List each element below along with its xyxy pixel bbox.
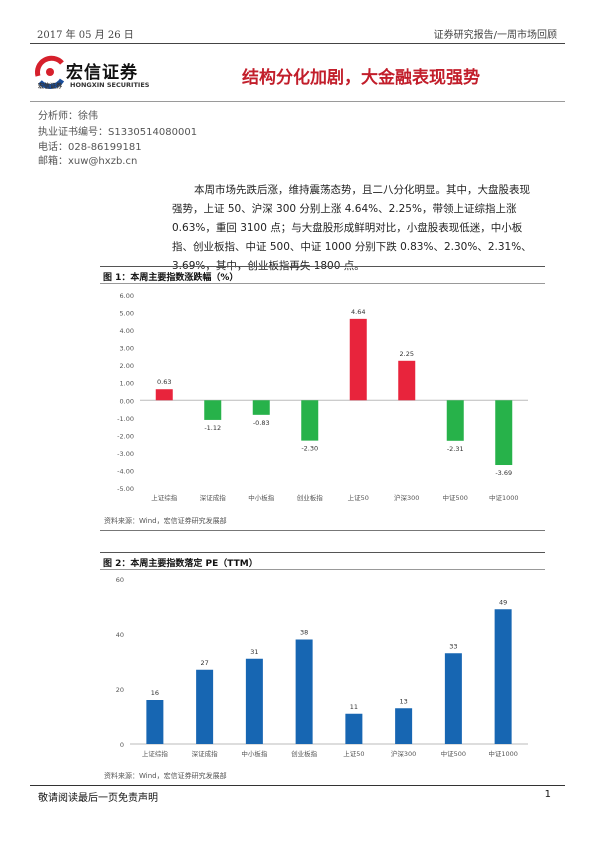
company-logo-icon bbox=[35, 55, 65, 89]
fig1-ytick-label: -5.00 bbox=[117, 485, 134, 493]
fig1-bar bbox=[301, 400, 319, 441]
fig2-category-label: 深证成指 bbox=[192, 749, 219, 758]
fig2-category-label: 沪深300 bbox=[391, 749, 416, 758]
fig1-ytick-label: -4.00 bbox=[117, 467, 134, 475]
company-name: 宏信证券 bbox=[66, 63, 138, 83]
fig1-ytick-label: 2.00 bbox=[120, 362, 134, 370]
fig2-value-label: 31 bbox=[250, 648, 258, 656]
fig1-ytick-label: 3.00 bbox=[120, 345, 134, 353]
company-english-name: HONGXIN SECURITIES bbox=[70, 81, 150, 89]
fig1-ytick-label: -1.00 bbox=[117, 415, 134, 423]
company-sub-name: 宏信证券 bbox=[38, 83, 63, 90]
fig1-ytick-label: -3.00 bbox=[117, 450, 134, 458]
fig2-category-label: 中证1000 bbox=[488, 749, 518, 758]
fig2-value-label: 27 bbox=[200, 659, 208, 667]
figure1-caption: 图 1：本周主要指数涨跌幅（%） bbox=[103, 273, 239, 283]
report-date: 2017 年 05 月 26 日 bbox=[37, 30, 134, 41]
fig2-bar bbox=[196, 669, 214, 744]
fig2-value-label: 13 bbox=[399, 697, 407, 705]
fig1-bar bbox=[252, 400, 270, 415]
fig2-ytick-label: 60 bbox=[116, 576, 124, 584]
fig1-ytick-label: 0.00 bbox=[120, 397, 134, 405]
figure1-source: 资料来源：Wind，宏信证券研究发展部 bbox=[104, 517, 227, 525]
fig2-category-label: 上证50 bbox=[343, 749, 364, 758]
fig2-category-label: 上证综指 bbox=[142, 749, 169, 758]
fig2-value-label: 38 bbox=[300, 629, 308, 637]
fig1-ytick-label: 6.00 bbox=[120, 292, 134, 300]
analyst-license: 执业证书编号：S1330514080001 bbox=[38, 127, 198, 138]
report-series: 证券研究报告/一周市场回顾 bbox=[433, 30, 557, 41]
fig1-category-label: 中证500 bbox=[443, 493, 468, 502]
fig1-value-label: -2.31 bbox=[447, 445, 464, 453]
fig2-value-label: 11 bbox=[350, 703, 358, 711]
figure2-top-rule bbox=[100, 552, 545, 553]
fig1-category-label: 创业板指 bbox=[297, 493, 324, 502]
fig2-ytick-label: 20 bbox=[116, 686, 124, 694]
figure1-bar-chart: 6.00 5.00 4.00 3.00 2.00 1.00 0.00 -1.00 -2.00 -3… bbox=[117, 292, 528, 502]
figure1-top-rule bbox=[100, 266, 545, 267]
fig2-category-label: 中证500 bbox=[441, 749, 466, 758]
fig1-category-label: 上证综指 bbox=[151, 493, 178, 502]
fig1-category-label: 上证50 bbox=[348, 493, 369, 502]
fig1-ytick-label: 4.00 bbox=[120, 327, 134, 335]
footer-divider bbox=[30, 785, 565, 786]
fig1-bar bbox=[155, 389, 173, 401]
fig2-value-label: 16 bbox=[151, 689, 159, 697]
fig1-category-label: 沪深300 bbox=[394, 493, 419, 502]
figure1-caption-rule bbox=[100, 283, 545, 284]
fig1-bar bbox=[446, 400, 464, 441]
fig1-category-label: 中小板指 bbox=[248, 493, 275, 502]
fig1-category-label: 中证1000 bbox=[489, 493, 519, 502]
analyst-name: 分析师：徐伟 bbox=[38, 111, 98, 122]
figure2-bar-chart: 60 40 20 0 16 上证综指 27 深证成指 31 中小板指 38 创业板指 11 上证50 13 沪… bbox=[116, 576, 528, 758]
fig1-value-label: 2.25 bbox=[400, 350, 414, 358]
fig1-value-label: -0.83 bbox=[253, 419, 270, 427]
title-divider bbox=[30, 101, 565, 102]
fig2-value-label: 49 bbox=[499, 598, 507, 606]
fig1-ytick-label: -2.00 bbox=[117, 432, 134, 440]
fig2-ytick-label: 0 bbox=[120, 741, 124, 749]
fig1-bar bbox=[495, 400, 513, 466]
fig1-bar bbox=[349, 318, 367, 401]
fig1-value-label: -1.12 bbox=[204, 424, 221, 432]
fig2-ytick-label: 40 bbox=[116, 631, 124, 639]
fig1-bar bbox=[398, 360, 416, 401]
fig2-bar bbox=[146, 700, 164, 744]
disclaimer-note: 敬请阅读最后一页免责声明 bbox=[38, 793, 158, 804]
fig2-bar bbox=[345, 713, 363, 744]
fig1-ytick-label: 5.00 bbox=[120, 310, 134, 318]
figure2-caption: 图 2：本周主要指数落定 PE（TTM） bbox=[103, 559, 258, 569]
fig1-value-label: -3.69 bbox=[495, 469, 512, 477]
figure2-source: 资料来源：Wind，宏信证券研究发展部 bbox=[104, 772, 227, 780]
fig1-ytick-label: 1.00 bbox=[120, 380, 134, 388]
fig1-value-label: 0.63 bbox=[157, 378, 171, 386]
fig1-bar bbox=[204, 400, 222, 420]
fig2-bar bbox=[395, 708, 413, 744]
fig2-bar bbox=[295, 639, 313, 744]
analyst-email: 邮箱：xuw@hxzb.cn bbox=[38, 156, 138, 167]
header-divider bbox=[30, 43, 565, 44]
fig1-value-label: 4.64 bbox=[351, 308, 365, 316]
fig2-category-label: 中小板指 bbox=[241, 749, 268, 758]
page-number: 1 bbox=[544, 789, 551, 800]
fig1-value-label: -2.30 bbox=[301, 445, 318, 453]
figure2-caption-rule bbox=[100, 569, 545, 570]
fig2-bar bbox=[245, 658, 263, 744]
fig1-category-label: 深证成指 bbox=[200, 493, 227, 502]
fig2-value-label: 33 bbox=[449, 642, 457, 650]
fig2-bar bbox=[494, 609, 512, 744]
figure1-bottom-rule bbox=[100, 530, 545, 531]
fig2-category-label: 创业板指 bbox=[291, 749, 318, 758]
summary-paragraph: 本周市场先跌后涨，维持震荡态势，且二八分化明显。其中，大盘股表现强势，上证 50… bbox=[172, 184, 532, 272]
fig2-bar bbox=[444, 653, 462, 744]
analyst-phone: 电话：028-86199181 bbox=[38, 142, 142, 153]
page-title: 结构分化加剧，大金融表现强势 bbox=[242, 68, 480, 88]
